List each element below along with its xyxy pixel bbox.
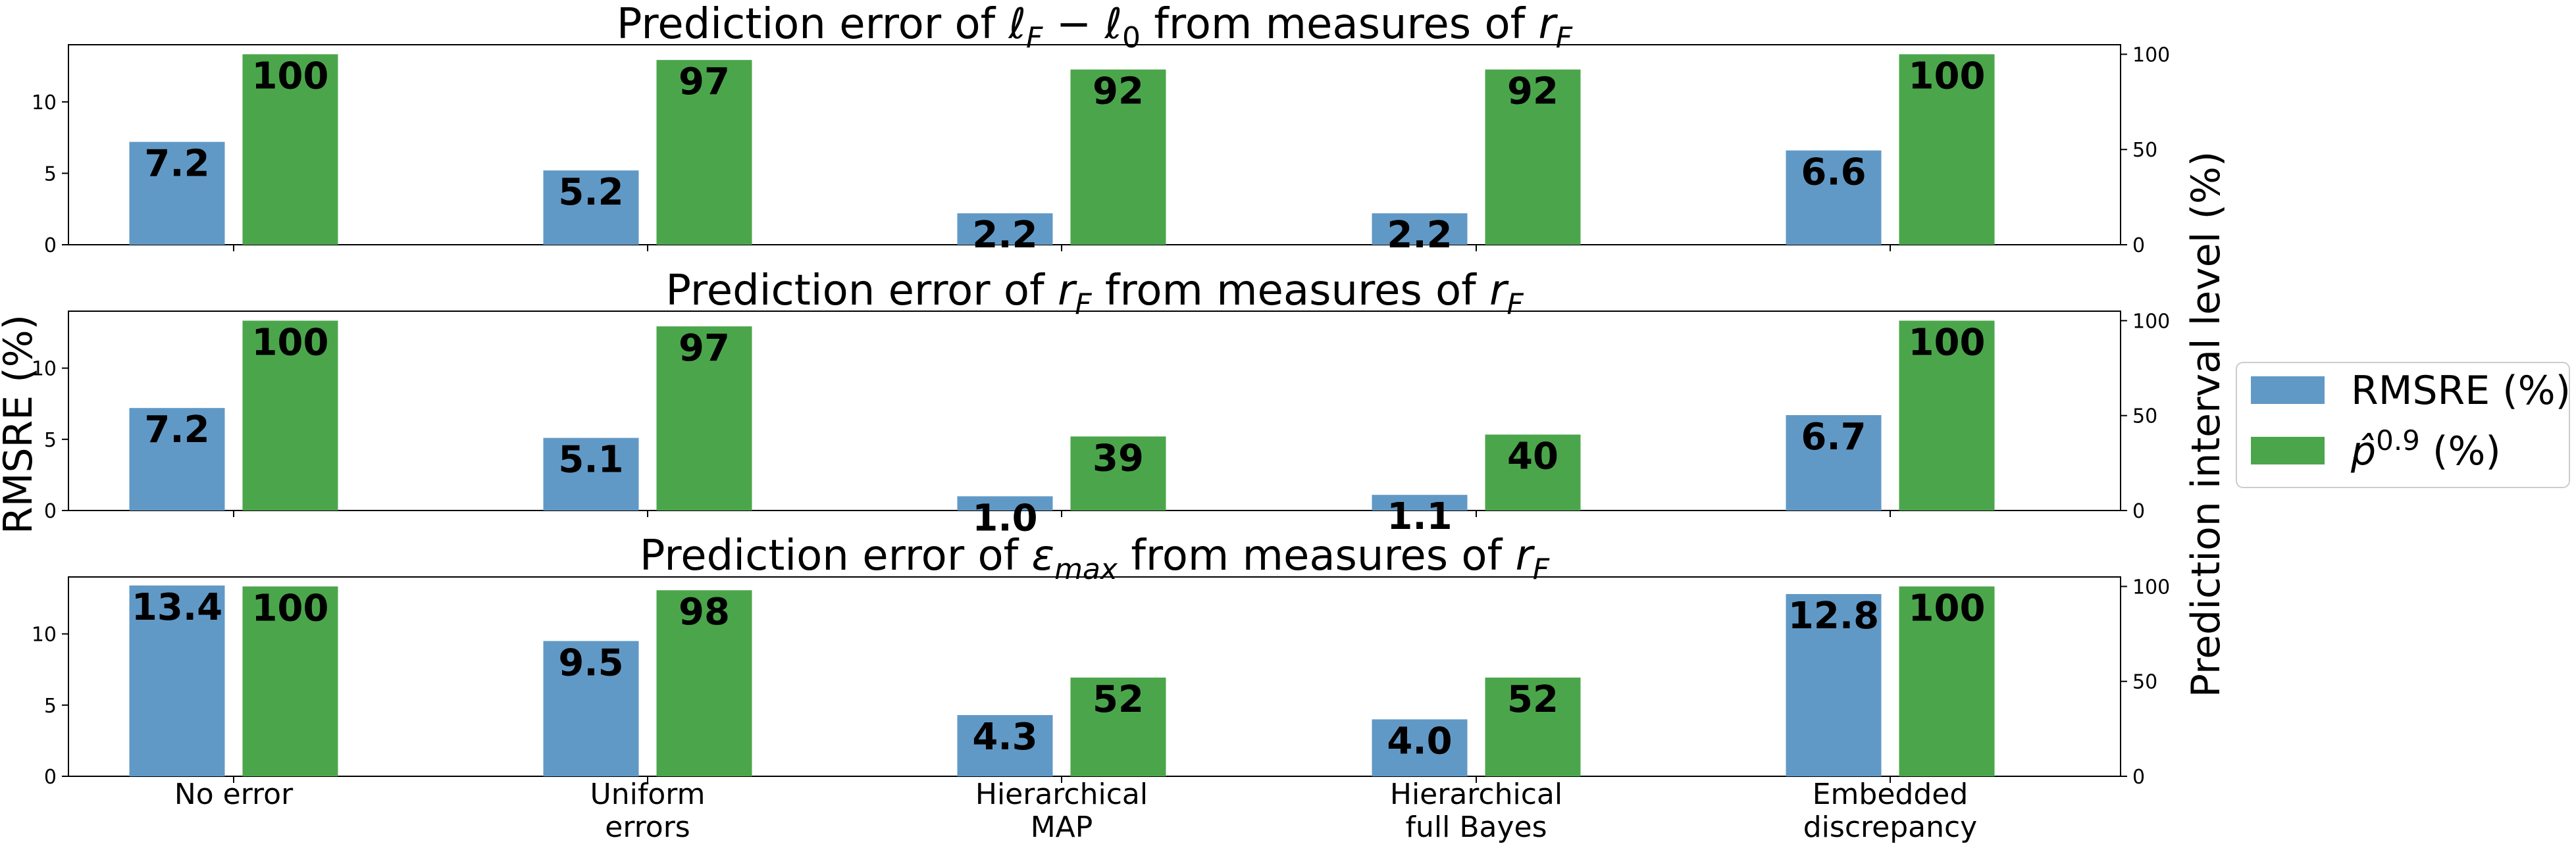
coverage-value-label: 39 <box>1093 437 1144 480</box>
panel-title: Prediction error of εmax from measures o… <box>640 532 1550 586</box>
rmsre-value-label: 6.7 <box>1801 416 1866 459</box>
rmsre-value-label: 13.4 <box>132 586 222 629</box>
coverage-value-label: 92 <box>1507 70 1558 113</box>
coverage-value-label: 98 <box>679 591 730 634</box>
category-label: Embedded discrepancy <box>1803 778 1977 844</box>
right-tick-label: 0 <box>2132 500 2145 523</box>
right-tick-label: 50 <box>2132 139 2157 162</box>
right-tick-label: 50 <box>2132 671 2157 694</box>
category-labels: No error Uniform errors Hierarchical MAP Hier… <box>174 778 1977 844</box>
coverage-value-label: 100 <box>1909 587 1986 630</box>
panel-1: Prediction error of ℓF − ℓ0 from measure… <box>32 0 2170 257</box>
coverage-value-label: 100 <box>1909 321 1986 364</box>
panel-2: Prediction error of rF from measures of … <box>32 266 2170 539</box>
legend-label: p̂0.9 (%) <box>2350 424 2501 474</box>
rmsre-value-label: 4.0 <box>1387 720 1452 762</box>
category-label: Uniform errors <box>590 778 706 844</box>
left-tick-label: 0 <box>44 500 57 523</box>
left-axis-label: RMSRE (%) <box>0 314 41 534</box>
category-label: No error <box>174 778 294 811</box>
coverage-value-label: 92 <box>1093 70 1144 113</box>
right-axis-label: Prediction interval level (%) <box>2183 151 2229 698</box>
left-tick-label: 5 <box>44 429 57 452</box>
rmsre-value-label: 12.8 <box>1788 595 1879 637</box>
coverage-value-label: 52 <box>1093 678 1144 721</box>
rmsre-value-label: 2.2 <box>972 214 1037 257</box>
rmsre-value-label: 5.1 <box>558 439 623 482</box>
right-tick-label: 100 <box>2132 310 2170 333</box>
right-tick-label: 50 <box>2132 405 2157 428</box>
rmsre-value-label: 7.2 <box>144 409 209 451</box>
right-tick-label: 0 <box>2132 234 2145 257</box>
legend-label: RMSRE (%) <box>2351 368 2571 414</box>
right-tick-label: 100 <box>2132 576 2170 599</box>
left-tick-label: 10 <box>32 91 57 114</box>
left-tick-label: 0 <box>44 766 57 789</box>
coverage-value-label: 100 <box>252 321 329 364</box>
rmsre-value-label: 7.2 <box>144 143 209 186</box>
chart-panels: Prediction error of ℓF − ℓ0 from measure… <box>32 0 2170 789</box>
category-label: Hierarchical MAP <box>975 778 1148 844</box>
coverage-value-label: 97 <box>679 327 730 370</box>
coverage-value-label: 52 <box>1507 678 1558 721</box>
legend-swatch <box>2251 376 2325 404</box>
panel-title: Prediction error of rF from measures of … <box>665 266 1524 321</box>
legend: RMSRE (%) p̂0.9 (%) <box>2236 362 2571 487</box>
panel-3: Prediction error of εmax from measures o… <box>32 532 2170 789</box>
panel-title: Prediction error of ℓF − ℓ0 from measure… <box>617 0 1573 55</box>
right-tick-label: 0 <box>2132 766 2145 789</box>
left-tick-label: 0 <box>44 234 57 257</box>
rmsre-value-label: 5.2 <box>558 171 623 214</box>
legend-swatch <box>2251 437 2325 464</box>
coverage-value-label: 40 <box>1507 436 1558 478</box>
rmsre-value-label: 6.6 <box>1801 151 1866 194</box>
left-tick-label: 10 <box>32 624 57 647</box>
left-tick-label: 5 <box>44 695 57 718</box>
left-tick-label: 5 <box>44 162 57 186</box>
coverage-value-label: 100 <box>1909 55 1986 97</box>
coverage-value-label: 100 <box>252 587 329 630</box>
coverage-value-label: 97 <box>679 61 730 103</box>
rmsre-value-label: 9.5 <box>558 641 623 684</box>
right-tick-label: 100 <box>2132 43 2170 66</box>
rmsre-value-label: 2.2 <box>1387 214 1452 257</box>
coverage-value-label: 100 <box>252 55 329 97</box>
category-label: Hierarchical full Bayes <box>1390 778 1562 844</box>
rmsre-value-label: 4.3 <box>972 716 1037 759</box>
